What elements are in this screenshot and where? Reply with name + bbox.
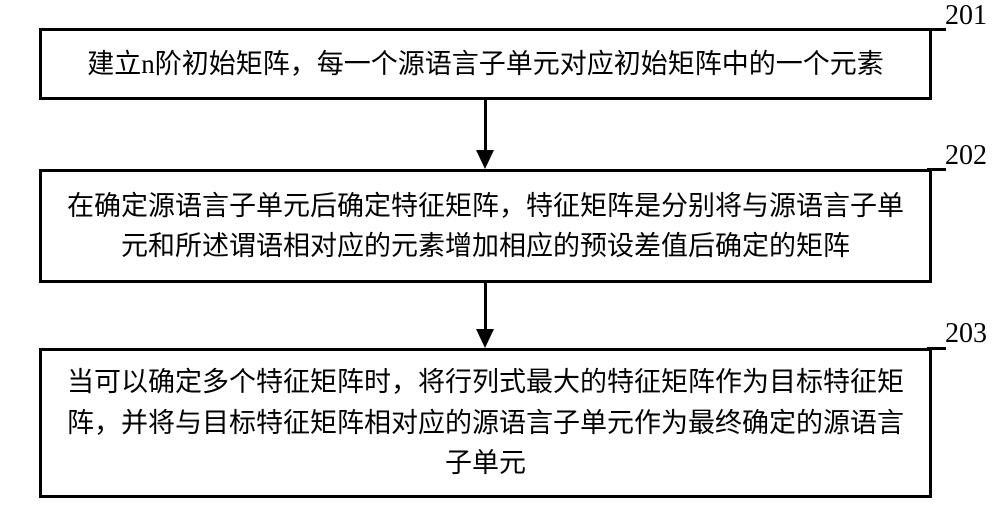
flow-step-2-text: 在确定源语言子单元后确定特征矩阵，特征矩阵是分别将与源语言子单元和所述谓语相对应… [60,186,911,267]
flow-step-2: 在确定源语言子单元后确定特征矩阵，特征矩阵是分别将与源语言子单元和所述谓语相对应… [39,169,932,283]
flow-step-1-tick [927,28,946,31]
flow-step-2-label: 202 [945,140,987,172]
flow-step-3-text: 当可以确定多个特征矩阵时，将行列式最大的特征矩阵作为目标特征矩阵，并将与目标特征… [60,362,911,484]
flow-step-3-tick [927,347,946,350]
flow-step-3: 当可以确定多个特征矩阵时，将行列式最大的特征矩阵作为目标特征矩阵，并将与目标特征… [39,348,932,498]
arrow-1-shaft [484,100,487,150]
flow-step-3-label: 203 [945,318,987,350]
flow-step-1-label: 201 [945,0,987,32]
flowchart-canvas: 建立n阶初始矩阵，每一个源语言子单元对应初始矩阵中的一个元素 201 在确定源语… [0,0,1000,509]
flow-step-1: 建立n阶初始矩阵，每一个源语言子单元对应初始矩阵中的一个元素 [39,28,932,100]
arrow-2-head [476,329,494,348]
arrow-2-shaft [484,283,487,329]
flow-step-1-text: 建立n阶初始矩阵，每一个源语言子单元对应初始矩阵中的一个元素 [60,44,911,85]
arrow-1-head [476,150,494,169]
flow-step-2-tick [927,168,946,171]
